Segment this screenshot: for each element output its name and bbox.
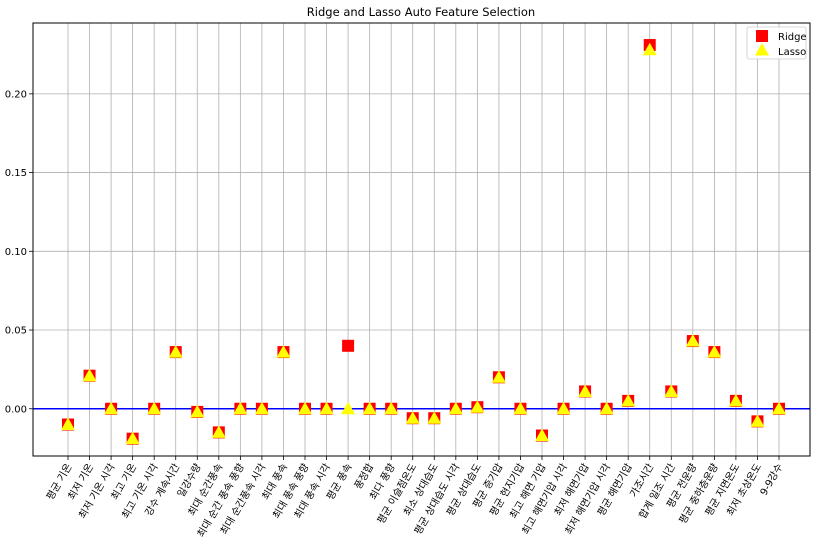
lasso-point xyxy=(104,401,119,415)
lasso-point xyxy=(168,345,183,358)
legend-ridge-label: Ridge xyxy=(778,32,807,43)
legend: Ridge Lasso xyxy=(746,26,807,60)
y-tick-label: 0.10 xyxy=(5,247,27,258)
lasso-point xyxy=(556,401,571,415)
lasso-point xyxy=(319,401,334,415)
lasso-point xyxy=(491,370,506,383)
lasso-point xyxy=(190,404,205,418)
lasso-point xyxy=(664,384,679,397)
y-tick-label: 0.05 xyxy=(5,326,27,337)
lasso-point xyxy=(535,428,549,442)
lasso-point xyxy=(405,411,420,424)
lasso-point xyxy=(125,431,140,445)
lasso-point xyxy=(599,401,614,415)
lasso-point xyxy=(578,384,593,397)
legend-lasso-marker xyxy=(755,43,769,56)
lasso-point xyxy=(341,401,356,415)
lasso-point xyxy=(61,417,75,431)
lasso-point xyxy=(362,401,377,415)
y-axis-ticks: 0.00 0.05 0.10 0.15 0.20 xyxy=(5,89,33,415)
y-tick-label: 0.20 xyxy=(5,89,27,100)
ridge-point xyxy=(342,339,355,352)
lasso-point xyxy=(707,345,722,358)
lasso-point xyxy=(82,368,97,382)
lasso-point xyxy=(621,393,636,407)
lasso-point xyxy=(147,401,162,415)
y-tick-label: 0.15 xyxy=(5,168,27,179)
grid-lines xyxy=(33,23,810,456)
lasso-point xyxy=(772,401,786,415)
lasso-point xyxy=(276,345,291,358)
lasso-point xyxy=(384,401,399,415)
lasso-point xyxy=(427,411,442,424)
lasso-point xyxy=(448,401,463,415)
legend-lasso-label: Lasso xyxy=(778,47,806,58)
lasso-point xyxy=(470,400,485,413)
lasso-point xyxy=(513,401,528,415)
data-markers xyxy=(61,39,786,445)
chart-title: Ridge and Lasso Auto Feature Selection xyxy=(307,5,535,19)
lasso-point xyxy=(685,334,700,347)
lasso-point xyxy=(233,401,248,415)
lasso-point xyxy=(750,414,765,427)
lasso-point xyxy=(254,401,269,415)
lasso-point xyxy=(211,425,226,438)
lasso-point xyxy=(728,393,743,407)
legend-ridge-marker xyxy=(756,30,768,42)
x-tick-label: 풍정합 xyxy=(352,462,376,492)
lasso-point xyxy=(642,42,657,56)
plot-area-frame xyxy=(32,22,811,457)
lasso-point xyxy=(298,401,312,415)
y-tick-label: 0.00 xyxy=(5,404,27,415)
